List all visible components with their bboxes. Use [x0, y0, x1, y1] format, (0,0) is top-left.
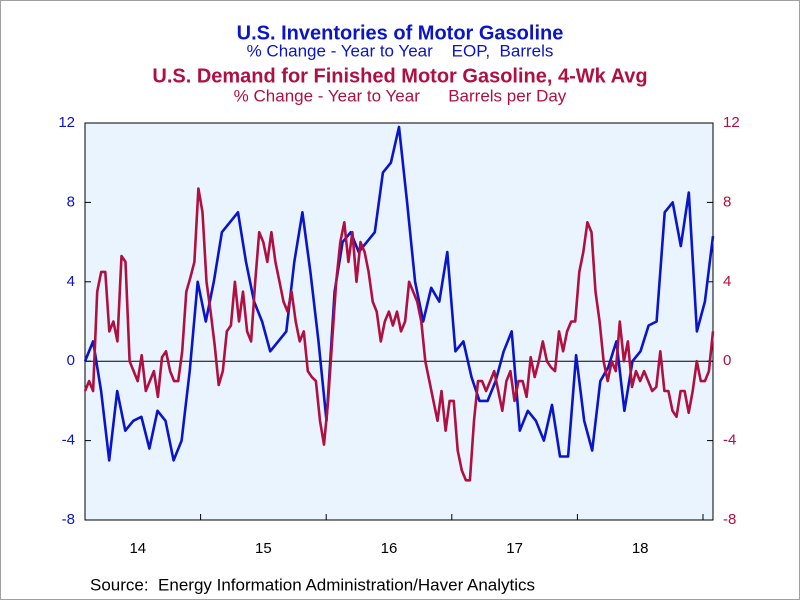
y-tick-label: 12 — [58, 114, 75, 131]
series-line — [83, 125, 715, 462]
subtitle-2: % Change - Year to Year Barrels per Day — [234, 86, 567, 105]
y-tick-label: 8 — [67, 193, 75, 210]
x-tick-label: 14 — [129, 540, 146, 557]
y-tick-label: 4 — [67, 273, 75, 290]
title-2: U.S. Demand for Finished Motor Gasoline,… — [152, 65, 647, 87]
y2-tick-label: -4 — [723, 432, 736, 449]
x-tick-label: 16 — [381, 540, 398, 557]
y2-tick-label: 0 — [723, 352, 731, 369]
x-tick-label: 18 — [632, 540, 649, 557]
x-tick-label: 15 — [255, 540, 272, 557]
subtitle-1: % Change - Year to Year EOP, Barrels — [247, 41, 554, 60]
y2-tick-label: 4 — [723, 273, 731, 290]
title-1: U.S. Inventories of Motor Gasoline — [237, 22, 564, 44]
x-tick-label: 17 — [506, 540, 523, 557]
source: Source: Energy Information Administratio… — [90, 575, 535, 594]
y2-tick-label: -8 — [723, 511, 736, 528]
series-line — [83, 187, 715, 482]
y2-tick-label: 8 — [723, 193, 731, 210]
y-tick-label: 0 — [67, 352, 75, 369]
y-tick-label: -8 — [62, 511, 75, 528]
y2-tick-label: 12 — [723, 114, 740, 131]
y-tick-label: -4 — [62, 432, 75, 449]
